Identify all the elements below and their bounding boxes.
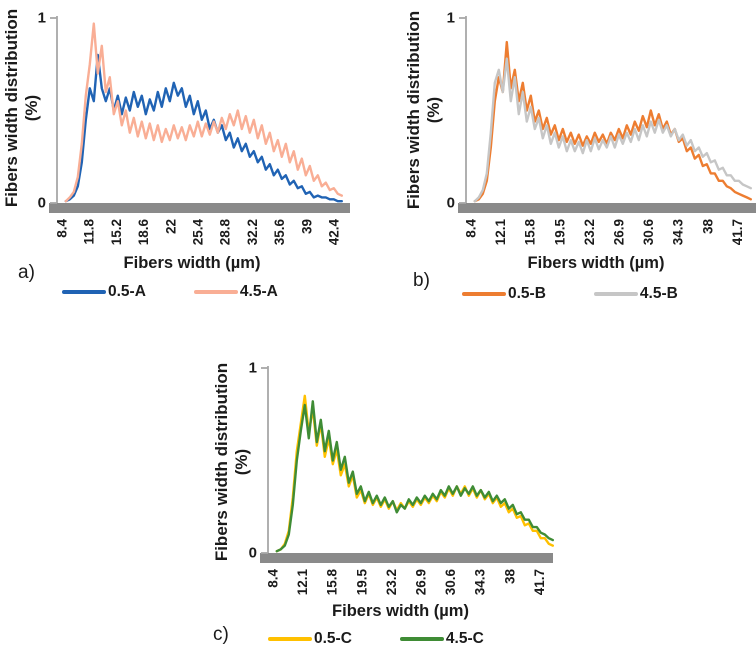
- x-tick-label: 41.7: [730, 219, 745, 245]
- y-tick-label: 1: [447, 10, 455, 27]
- x-tick-label: 19.5: [552, 219, 567, 246]
- legend-label-4-5-a: 4.5-A: [239, 283, 278, 300]
- x-tick-label: 8.4: [55, 219, 70, 238]
- legend-swatch-4-5-a: [193, 289, 238, 295]
- series-line-4.5-A: [64, 22, 343, 203]
- legend-swatch-4-5-c: [399, 636, 444, 642]
- legend-a: 0.5-A 4.5-A: [62, 283, 278, 301]
- series-line-0.5-B: [473, 40, 752, 203]
- x-tick-label: 19.5: [354, 569, 369, 596]
- x-tick-label: 12.1: [295, 569, 310, 596]
- x-axis-title: Fibers width (µm): [123, 254, 261, 272]
- x-tick-label: 41.7: [532, 569, 547, 595]
- x-axis-band: [458, 203, 756, 213]
- y-tick-label: 1: [38, 10, 46, 27]
- x-axis-title: Fibers width (µm): [332, 602, 469, 620]
- x-tick-label: 39: [299, 219, 314, 234]
- legend-label-4-5-b: 4.5-B: [639, 285, 678, 302]
- x-axis-title: Fibers width (µm): [527, 254, 665, 272]
- x-tick-label: 26.9: [612, 219, 627, 245]
- chart-panel-b: Fibers width distribution (%) 1 0 8.4 12.1 1…: [404, 4, 756, 314]
- panel-label-b: b): [413, 270, 430, 291]
- panel-label-c: c): [213, 624, 229, 645]
- legend-b: 0.5-B 4.5-B: [462, 285, 678, 303]
- x-tick-label: 38: [502, 569, 517, 585]
- x-tick-label: 35.6: [272, 219, 287, 246]
- panel-label-a: a): [18, 262, 35, 283]
- plot-area-a: 1 0 8.4 11.8 15.2 18.6 22 25.4 28.8 32.2 35.6 39 42.…: [38, 10, 350, 246]
- x-tick-label: 23.2: [582, 219, 597, 245]
- x-axis-band: [260, 553, 553, 563]
- x-tick-label: 15.2: [109, 219, 124, 245]
- x-tick-label: 28.8: [218, 219, 233, 246]
- legend-label-0-5-b: 0.5-B: [508, 285, 546, 302]
- y-tick-label: 0: [38, 195, 46, 212]
- y-tick-label: 1: [249, 360, 257, 377]
- x-tick-label: 30.6: [641, 219, 656, 246]
- x-tick-label: 30.6: [443, 569, 458, 596]
- x-tick-label: 42.4: [327, 219, 342, 246]
- x-tick-label: 8.4: [266, 569, 281, 588]
- x-tick-label: 23.2: [384, 569, 399, 595]
- x-tick-label: 22: [163, 219, 178, 234]
- chart-panel-c: Fibers width distribution (%) 1 0 8.4 12.1 1…: [212, 354, 563, 660]
- legend-swatch-0-5-c: [268, 636, 312, 642]
- chart-panel-a: Fibers width distribution (%) 1 0 8.4 11.8 1…: [2, 4, 357, 314]
- x-tick-label: 38: [700, 219, 715, 235]
- legend-swatch-0-5-b: [462, 291, 506, 297]
- x-tick-label: 32.2: [245, 219, 260, 245]
- series-line-4.5-C: [275, 400, 554, 553]
- y-tick-label: 0: [249, 545, 257, 562]
- legend-label-4-5-c: 4.5-C: [445, 630, 484, 647]
- x-tick-label: 12.1: [493, 219, 508, 246]
- x-tick-label: 15.8: [523, 219, 538, 246]
- legend-swatch-4-5-b: [593, 291, 638, 297]
- legend-label-0-5-a: 0.5-A: [108, 283, 146, 300]
- plot-area-b: 1 0 8.4 12.1 15.8 19.5 23.2 26.9 30.6 34.3 38 41.7: [447, 10, 756, 246]
- series-line-0.5-C: [275, 394, 554, 553]
- x-tick-label: 34.3: [671, 219, 686, 246]
- x-tick-label: 8.4: [464, 219, 479, 238]
- x-tick-label: 25.4: [191, 219, 206, 246]
- legend-swatch-0-5-a: [62, 289, 106, 295]
- x-tick-label: 34.3: [473, 569, 488, 596]
- x-tick-label: 11.8: [82, 219, 97, 245]
- x-tick-label: 26.9: [414, 569, 429, 595]
- series-line-4.5-B: [473, 57, 752, 203]
- plot-area-c: 1 0 8.4 12.1 15.8 19.5 23.2 26.9 30.6 34.3 38 41.7: [249, 360, 554, 596]
- x-tick-label: 18.6: [136, 219, 151, 246]
- x-axis-band: [49, 203, 350, 213]
- x-tick-label: 15.8: [325, 569, 340, 596]
- y-tick-label: 0: [447, 195, 455, 212]
- legend-c: 0.5-C 4.5-C: [268, 630, 484, 648]
- legend-label-0-5-c: 0.5-C: [314, 630, 352, 647]
